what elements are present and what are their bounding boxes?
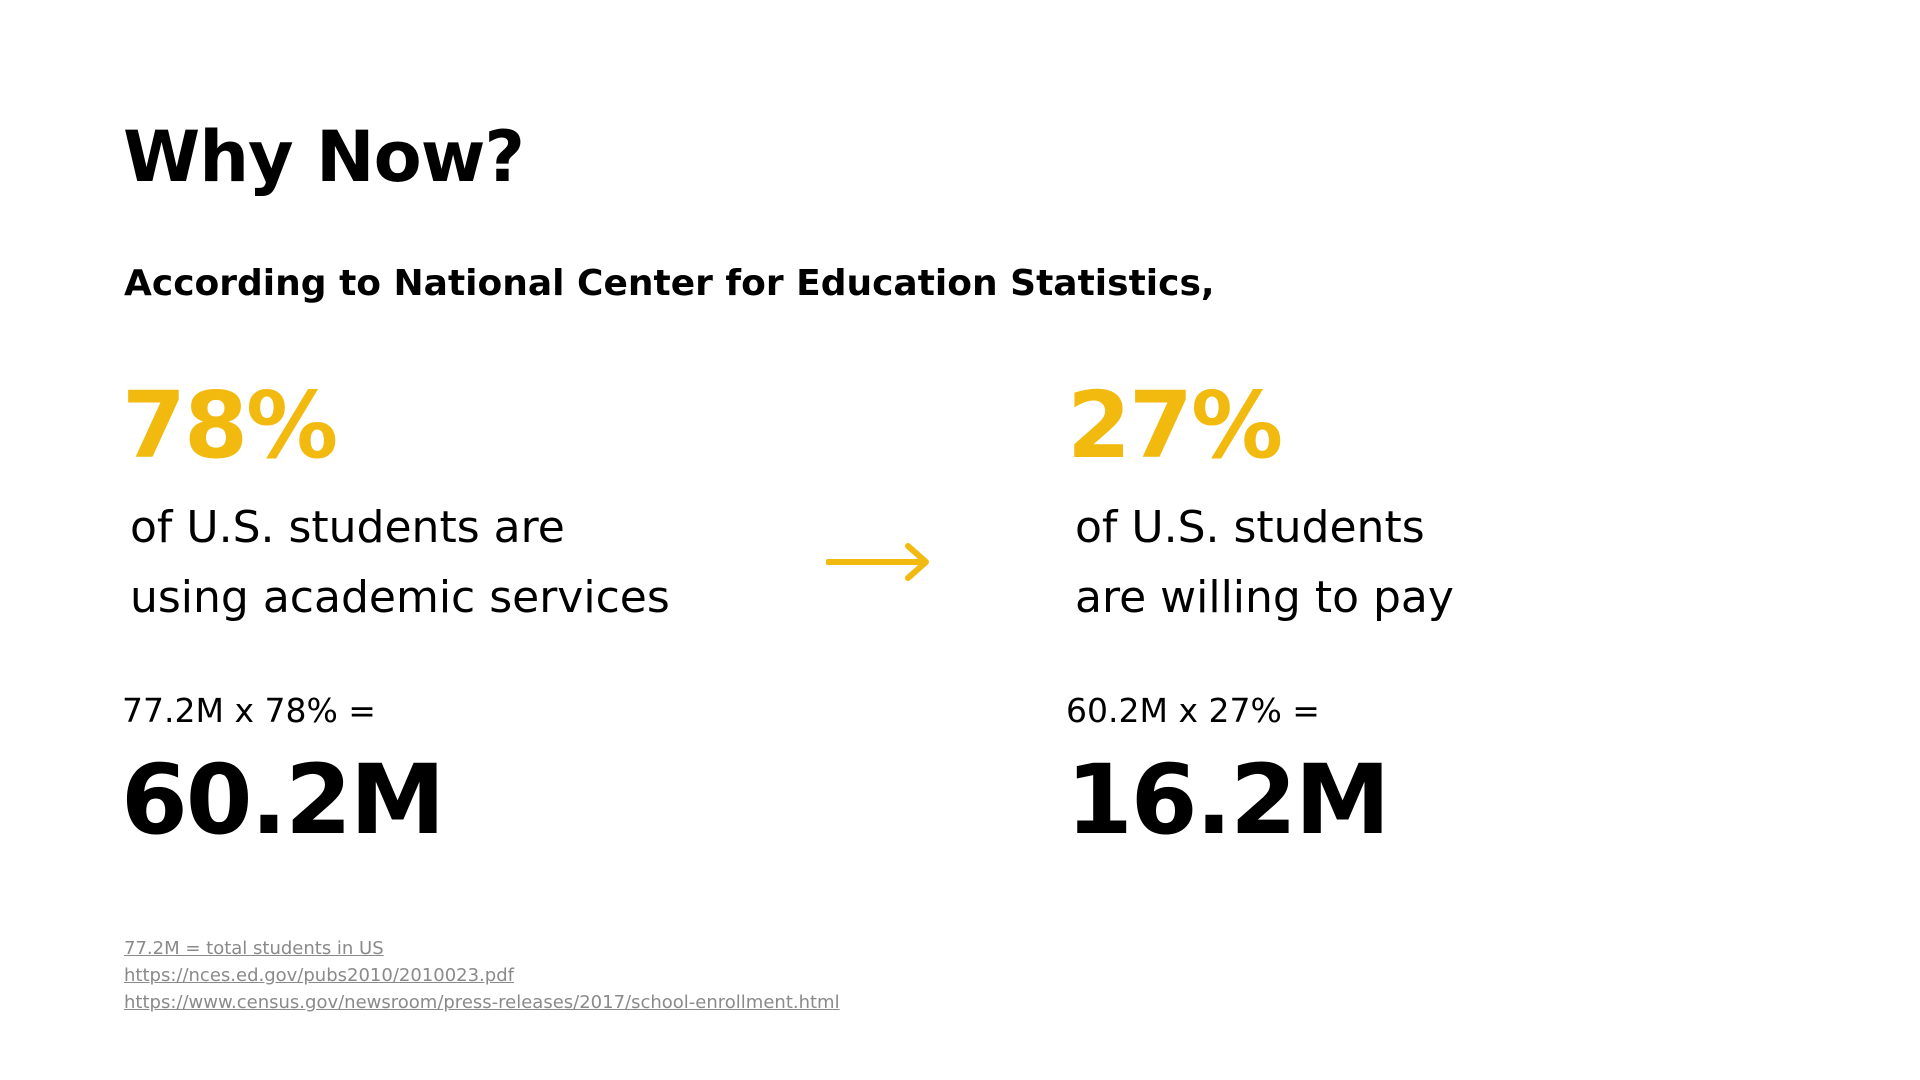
slide-subtitle: According to National Center for Educati…	[124, 263, 1215, 304]
arrow-right-icon	[826, 543, 929, 581]
footnotes: 77.2M = total students in US https://nce…	[124, 935, 840, 1016]
left-description: of U.S. students are using academic serv…	[130, 493, 670, 633]
left-description-line-2: using academic services	[130, 572, 670, 623]
slide-title: Why Now?	[123, 116, 525, 198]
left-description-line-1: of U.S. students are	[130, 502, 565, 553]
left-percent: 78%	[122, 372, 338, 479]
right-description: of U.S. students are willing to pay	[1075, 493, 1454, 633]
footnote-link-nces[interactable]: https://nces.ed.gov/pubs2010/2010023.pdf	[124, 965, 514, 986]
left-result: 60.2M	[121, 744, 445, 856]
right-formula: 60.2M x 27% =	[1066, 691, 1320, 730]
right-result: 16.2M	[1066, 744, 1390, 856]
footnote-link-census[interactable]: https://www.census.gov/newsroom/press-re…	[124, 992, 840, 1013]
right-description-line-1: of U.S. students	[1075, 502, 1425, 553]
right-percent: 27%	[1067, 372, 1283, 479]
left-formula: 77.2M x 78% =	[122, 691, 376, 730]
footnote-total-students: 77.2M = total students in US	[124, 938, 384, 959]
right-description-line-2: are willing to pay	[1075, 572, 1454, 623]
